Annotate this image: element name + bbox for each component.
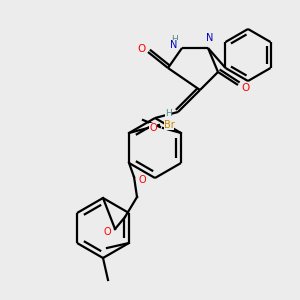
Text: N: N <box>170 40 178 50</box>
Text: O: O <box>242 83 250 93</box>
Text: Br: Br <box>164 120 174 130</box>
Text: O: O <box>103 227 111 237</box>
Text: O: O <box>137 44 145 54</box>
Text: N: N <box>206 33 214 43</box>
Text: O: O <box>138 175 146 185</box>
Text: O: O <box>149 123 157 133</box>
Text: H: H <box>165 110 171 118</box>
Text: H: H <box>172 35 178 44</box>
